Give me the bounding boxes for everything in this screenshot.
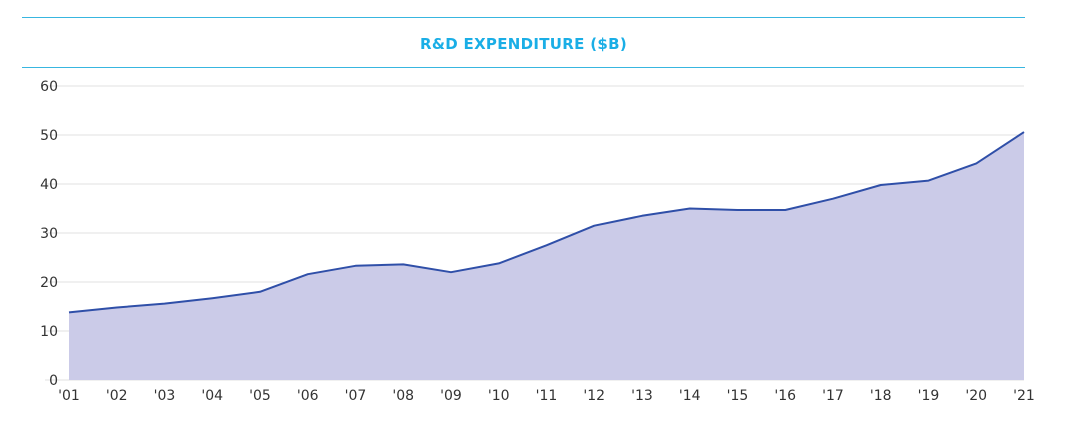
x-tick-label: '06 (297, 388, 319, 404)
x-tick-label: '12 (583, 388, 605, 404)
x-tick-label: '13 (631, 388, 653, 404)
x-tick-label: '16 (774, 388, 796, 404)
x-tick-label: '01 (58, 388, 80, 404)
x-tick-label: '20 (965, 388, 987, 404)
x-tick-label: '17 (822, 388, 844, 404)
series-line (68, 131, 1025, 314)
x-tick-label: '15 (727, 388, 749, 404)
x-tick-label: '18 (870, 388, 892, 404)
x-tick-label: '07 (345, 388, 367, 404)
x-tick-label: '05 (249, 388, 271, 404)
x-tick-label: '08 (392, 388, 414, 404)
y-tick-label: 30 (40, 226, 58, 242)
y-tick-label: 10 (40, 324, 58, 340)
chart-title: R&D EXPENDITURE ($B) (420, 35, 627, 53)
x-tick-label: '04 (201, 388, 223, 404)
y-tick-label: 0 (49, 373, 58, 389)
y-tick-label: 20 (40, 275, 58, 291)
x-tick-label: '09 (440, 388, 462, 404)
y-tick-label: 60 (40, 79, 58, 95)
x-tick-label: '03 (154, 388, 176, 404)
x-tick-label: '10 (488, 388, 510, 404)
area-fill (69, 132, 1024, 380)
y-tick-label: 40 (40, 177, 58, 193)
x-tick-label: '21 (1013, 388, 1035, 404)
x-tick-label: '14 (679, 388, 701, 404)
x-tick-label: '11 (536, 388, 558, 404)
x-tick-label: '02 (106, 388, 128, 404)
chart-header: R&D EXPENDITURE ($B) (22, 17, 1025, 68)
x-tick-label: '19 (918, 388, 940, 404)
y-tick-label: 50 (40, 128, 58, 144)
